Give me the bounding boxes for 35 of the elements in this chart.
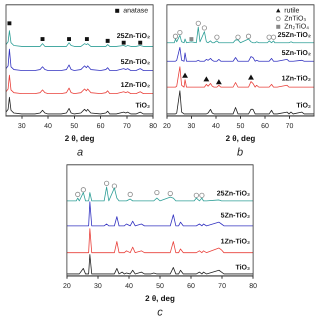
point [67, 37, 71, 41]
x-axis-title: 2 θ, deg [226, 134, 256, 144]
x-axis-title: 2 θ, deg [64, 134, 94, 144]
point [246, 34, 252, 39]
point [199, 192, 204, 198]
point [270, 34, 276, 40]
point [80, 187, 86, 192]
point [235, 34, 241, 40]
point [214, 34, 220, 40]
point [172, 34, 178, 39]
point [40, 37, 44, 41]
x-axis-title: 2 θ, deg [145, 294, 175, 304]
point [106, 38, 110, 43]
point [122, 40, 126, 45]
point [202, 25, 208, 31]
point [216, 80, 222, 84]
point [84, 37, 89, 41]
point [196, 20, 201, 26]
point [168, 190, 173, 196]
text: c [157, 306, 164, 318]
point [104, 180, 110, 186]
point [154, 190, 160, 196]
point [128, 192, 133, 197]
point [189, 37, 194, 41]
point [75, 192, 80, 197]
point [194, 192, 199, 198]
text: b [236, 146, 244, 158]
point [204, 76, 210, 82]
point [248, 74, 254, 80]
point [7, 21, 12, 26]
point [177, 30, 182, 36]
text: a [76, 146, 84, 158]
point [182, 73, 188, 78]
point [112, 183, 117, 189]
point [266, 34, 272, 40]
